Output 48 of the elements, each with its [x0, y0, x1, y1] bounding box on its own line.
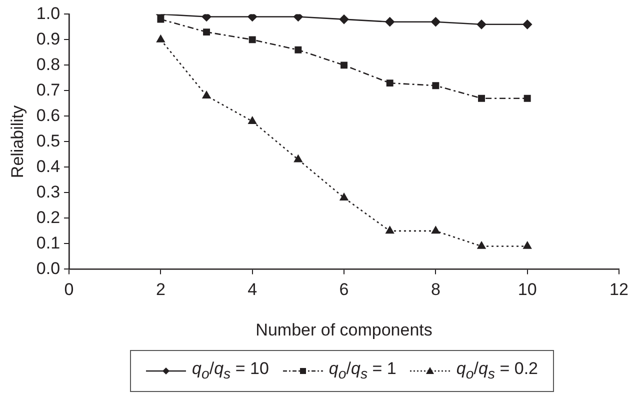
point [202, 14, 212, 22]
point [522, 20, 532, 30]
y-tick-label: 0.9 [36, 29, 60, 48]
y-tick-label: 0.6 [36, 106, 60, 125]
point [339, 14, 349, 24]
x-axis-title: Number of components [256, 320, 432, 340]
x-tick-label: 10 [518, 280, 537, 300]
point [524, 94, 531, 102]
point [340, 62, 348, 69]
point [294, 14, 303, 22]
x-tick-label: 0 [64, 280, 74, 300]
point [432, 82, 440, 90]
point [431, 17, 440, 26]
point [432, 226, 440, 234]
point [478, 94, 485, 102]
point [203, 28, 210, 36]
point [523, 242, 532, 249]
point [202, 91, 211, 98]
legend-label: q$_{o}$/q$_{s}$ = 1 [328, 359, 396, 383]
legend-label: q$_{o}$/q$_{s}$ = 10 [192, 359, 269, 383]
y-tick-label: 0.2 [36, 208, 60, 227]
y-tick-label: 0.8 [36, 54, 60, 74]
x-tick-label: 8 [430, 280, 440, 300]
y-tick-label: 0.0 [36, 258, 60, 278]
point [477, 242, 486, 249]
x-tick-label: 4 [248, 280, 258, 300]
point [476, 20, 486, 30]
point [386, 226, 394, 234]
x-tick-label: 12 [610, 280, 628, 300]
point [248, 14, 258, 22]
x-tick-label: 2 [156, 280, 166, 300]
point [156, 35, 165, 42]
point [386, 80, 394, 87]
point [294, 46, 302, 54]
y-tick-label: 0.4 [36, 156, 60, 176]
y-tick-label: 0.7 [36, 80, 60, 100]
point [248, 116, 256, 124]
point [294, 154, 302, 162]
point [385, 17, 394, 26]
point [248, 36, 256, 44]
y-tick-label: 1.0 [36, 4, 60, 23]
point [340, 193, 348, 200]
y-tick-label: 0.5 [36, 131, 60, 150]
x-tick-label: 6 [339, 280, 349, 300]
y-axis-title: Reliability [8, 104, 27, 178]
legend-label: q$_{o}$/q$_{s}$ = 0.2 [456, 359, 538, 383]
y-tick-label: 0.1 [36, 233, 60, 252]
y-tick-label: 0.3 [36, 182, 60, 202]
